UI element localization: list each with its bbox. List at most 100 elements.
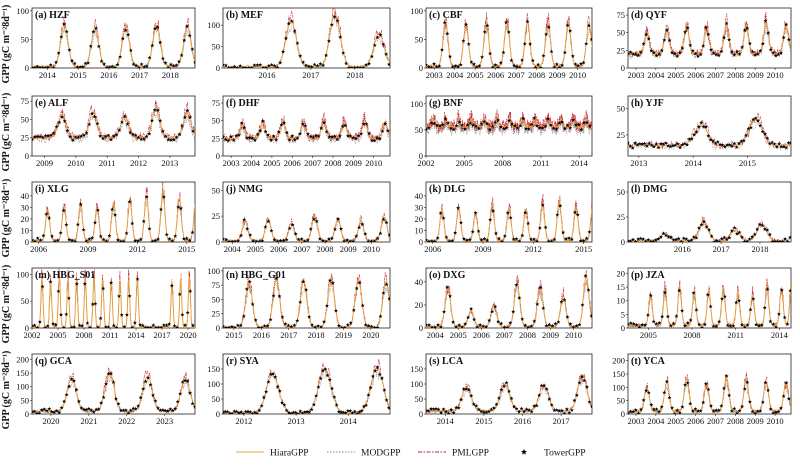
y-tick-label: 100	[16, 6, 29, 16]
tower-point	[493, 120, 498, 125]
tower-point	[568, 28, 573, 33]
tower-point	[432, 61, 437, 66]
tower-point	[461, 38, 466, 43]
tower-point	[550, 323, 555, 328]
tower-point	[147, 226, 152, 231]
tower-point	[351, 308, 356, 312]
tower-point	[116, 401, 121, 406]
tower-point	[264, 389, 269, 394]
tower-point	[139, 62, 144, 66]
x-tick-label: 2003	[223, 158, 240, 168]
tower-point	[363, 323, 368, 327]
tower-point	[372, 325, 377, 328]
tower-point	[742, 325, 747, 328]
tower-point	[509, 396, 514, 401]
y-tick-label: 50	[21, 34, 30, 44]
tower-point	[453, 63, 458, 68]
tower-point	[44, 212, 49, 216]
legend-label: PMLGPP	[452, 449, 489, 459]
tower-point	[169, 283, 174, 288]
tower-point	[95, 121, 100, 126]
tower-point	[533, 65, 538, 68]
panel-frame	[627, 95, 792, 157]
tower-point	[52, 410, 57, 414]
tower-point	[682, 141, 687, 146]
tower-point	[565, 123, 570, 128]
tower-point	[109, 137, 114, 142]
tower-point	[67, 47, 72, 52]
x-tick-label: 2016	[253, 330, 270, 340]
tower-point	[666, 143, 671, 148]
legend-item-towergpp: TowerGPP	[520, 449, 586, 459]
y-tick-label: 25	[212, 133, 221, 143]
tower-point	[432, 239, 437, 242]
tower-point	[782, 315, 787, 320]
tower-point	[54, 408, 59, 413]
tower-point	[238, 63, 243, 68]
tower-point	[732, 52, 737, 57]
x-tick-label: 2009	[475, 244, 492, 254]
tower-point	[654, 321, 659, 326]
tower-point	[334, 403, 339, 407]
y-tick-label: 25	[617, 130, 626, 140]
tower-point	[518, 123, 523, 128]
tower-point	[568, 125, 573, 130]
tower-point	[640, 322, 645, 327]
tower-point	[348, 239, 353, 242]
tower-point	[727, 235, 732, 240]
panel-title: (g) BNF	[429, 98, 463, 109]
tower-point	[471, 123, 476, 127]
tower-point	[317, 236, 322, 241]
tower-point	[755, 118, 760, 123]
y-tick-label: 50	[415, 394, 424, 404]
tower-point	[501, 50, 506, 55]
tower-point	[135, 277, 140, 281]
tower-point	[682, 323, 687, 328]
tower-point	[133, 406, 138, 411]
tower-point	[714, 238, 719, 242]
tower-point	[567, 410, 572, 414]
tower-point	[366, 323, 371, 328]
tower-point	[49, 409, 54, 414]
tower-point	[46, 133, 51, 138]
tower-point	[526, 221, 531, 226]
tower-point	[100, 136, 105, 141]
tower-point	[517, 295, 522, 300]
tower-point	[571, 325, 576, 328]
tower-point	[271, 293, 276, 298]
tower-point	[501, 126, 506, 131]
tower-point	[223, 63, 228, 68]
x-tick-label: 2003	[627, 70, 644, 80]
tower-point	[636, 411, 641, 414]
tower-point	[64, 392, 69, 397]
tower-point	[768, 407, 773, 411]
panel-frame	[31, 181, 196, 243]
panel-frame	[222, 7, 391, 69]
tower-point	[329, 22, 334, 27]
tower-point	[426, 125, 431, 130]
tower-point	[88, 44, 93, 48]
tower-point	[557, 65, 562, 68]
tower-point	[689, 136, 694, 141]
tower-point	[763, 131, 768, 136]
tower-point	[350, 410, 355, 414]
tower-point	[779, 144, 784, 149]
tower-point	[301, 279, 306, 284]
tower-point	[78, 202, 83, 207]
tower-point	[226, 65, 231, 68]
x-tick-label: 2010	[569, 70, 586, 80]
tower-point	[716, 408, 721, 412]
tower-point	[722, 144, 727, 149]
tower-point	[553, 321, 558, 326]
tower-point	[440, 47, 445, 52]
tower-point	[136, 404, 141, 408]
tower-point	[268, 317, 273, 322]
tower-point	[160, 129, 165, 133]
tower-point	[343, 123, 348, 128]
tower-point	[255, 132, 260, 137]
tower-point	[106, 133, 111, 138]
tower-point	[292, 29, 297, 33]
tower-point	[282, 402, 287, 407]
tower-point	[375, 325, 380, 328]
